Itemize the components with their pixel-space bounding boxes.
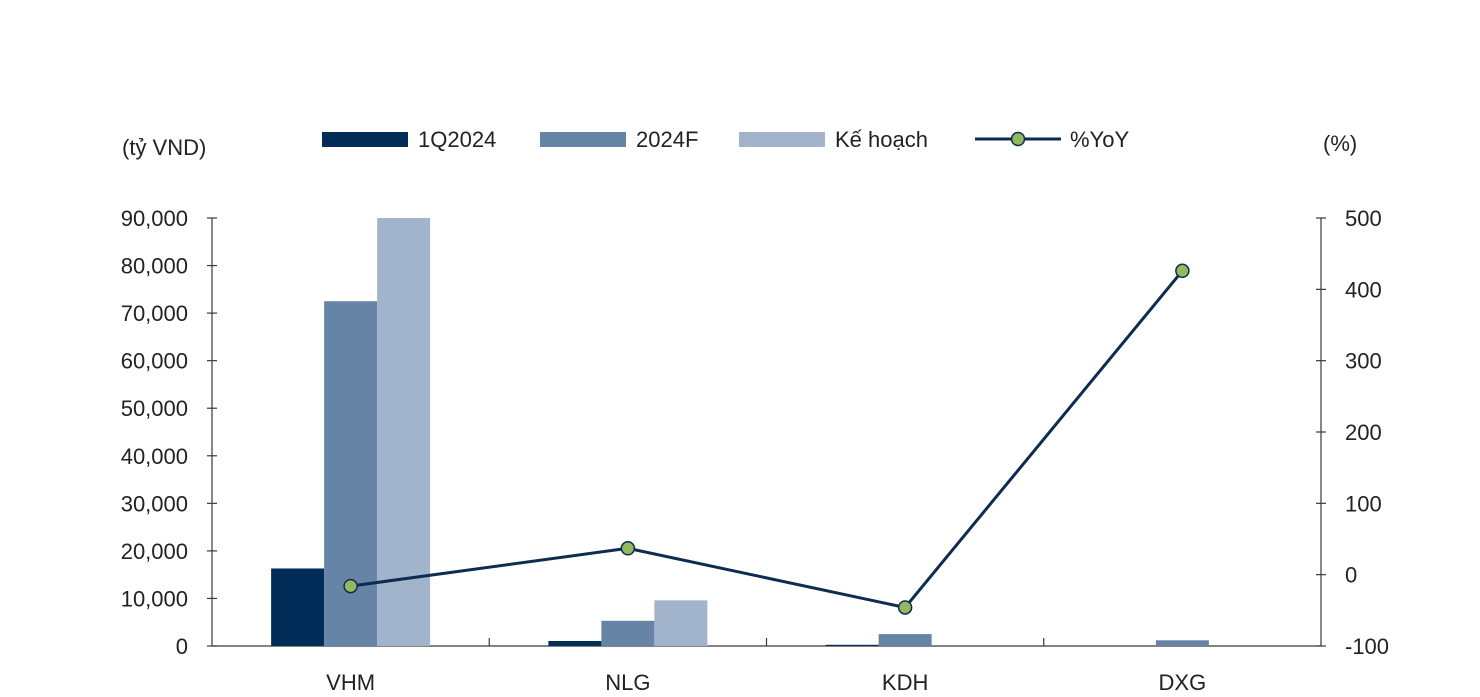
bar-2024f-kdh <box>878 634 932 646</box>
x-axis-category-label: KDH <box>882 670 928 695</box>
right-axis-tick-label: 200 <box>1345 420 1382 445</box>
bar-2024f-nlg <box>601 620 655 646</box>
bar-2024f-dxg <box>1155 640 1209 646</box>
legend: 1Q2024 2024F Kế hoạch %YoY <box>322 127 1129 152</box>
legend-swatch-marker--yoy <box>1010 131 1026 147</box>
right-axis-unit-label: (%) <box>1323 131 1357 156</box>
legend-label-1q2024: 1Q2024 <box>418 127 496 152</box>
legend-swatch-1q2024 <box>322 132 408 147</box>
x-axis-category-label: NLG <box>605 670 650 695</box>
bar-k-ho-ch-nlg <box>654 600 708 646</box>
right-axis-tick-label: 400 <box>1345 277 1382 302</box>
right-axis-tick-label: 500 <box>1345 206 1382 231</box>
yoy-point-vhm <box>343 578 358 594</box>
bar-1q2024-nlg <box>548 641 602 646</box>
bar-k-ho-ch-vhm <box>377 218 431 646</box>
left-axis-tick-label: 40,000 <box>121 444 188 469</box>
left-axis-tick-label: 20,000 <box>121 539 188 564</box>
left-axis-tick-label: 0 <box>176 634 188 659</box>
legend-label--yoy: %YoY <box>1070 127 1129 152</box>
legend-label-2024f: 2024F <box>636 127 698 152</box>
right-axis-tick-label: -100 <box>1345 634 1389 659</box>
right-axis-tick-label: 0 <box>1345 563 1357 588</box>
legend-label-k-ho-ch: Kế hoạch <box>835 127 928 152</box>
right-axis-tick-label: 100 <box>1345 491 1382 516</box>
x-axis-category-label: DXG <box>1159 670 1207 695</box>
left-axis-tick-label: 90,000 <box>121 206 188 231</box>
legend-swatch-2024f <box>540 132 626 147</box>
left-axis-tick-label: 30,000 <box>121 491 188 516</box>
axes: 0 10,000 20,000 30,000 40,000 50,000 60,000 70,… <box>121 206 1389 695</box>
left-axis-tick-label: 80,000 <box>121 254 188 279</box>
legend-swatch-k-ho-ch <box>739 132 825 147</box>
yoy-point-nlg <box>620 541 636 556</box>
yoy-point-dxg <box>1175 263 1190 279</box>
left-axis-tick-label: 60,000 <box>121 349 188 374</box>
bar-1q2024-kdh <box>825 644 879 646</box>
bars <box>271 218 1209 646</box>
yoy-line <box>350 269 1184 610</box>
bar-1q2024-vhm <box>271 568 325 646</box>
yoy-line-series <box>343 263 1190 615</box>
x-axis-category-label: VHM <box>326 670 375 695</box>
bar-2024f-vhm <box>324 301 378 646</box>
left-axis-tick-label: 10,000 <box>121 586 188 611</box>
left-axis-unit-label: (tỷ VND) <box>122 135 206 160</box>
left-axis-tick-label: 50,000 <box>121 396 188 421</box>
yoy-point-kdh <box>897 600 913 615</box>
left-axis-tick-label: 70,000 <box>121 301 188 326</box>
right-axis-tick-label: 300 <box>1345 349 1382 374</box>
